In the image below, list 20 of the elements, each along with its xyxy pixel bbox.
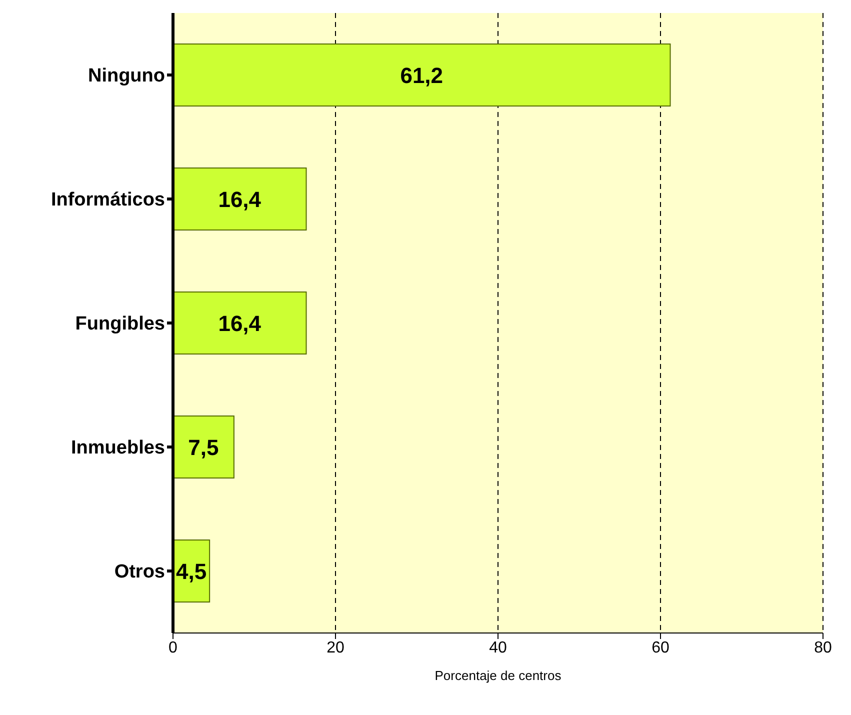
- y-tick-label: Inmuebles: [71, 438, 165, 459]
- x-axis-title: Porcentaje de centros: [434, 668, 562, 683]
- data-label: 7,5: [188, 434, 219, 460]
- x-tick-label: 40: [489, 639, 507, 656]
- bar: [173, 168, 307, 230]
- data-label: 16,4: [218, 310, 262, 336]
- y-tick-label: Informáticos: [50, 190, 165, 211]
- x-tick-label: 0: [168, 639, 178, 656]
- x-tick-label: 80: [814, 639, 832, 656]
- data-label: 16,4: [218, 186, 262, 212]
- data-label: 4,5: [176, 558, 207, 584]
- x-tick-label: 60: [652, 639, 670, 656]
- data-label: 61,2: [400, 62, 444, 88]
- x-tick-label: 20: [326, 639, 344, 656]
- bar: [173, 416, 234, 478]
- y-tick-label: Otros: [114, 562, 165, 583]
- bar: [173, 292, 307, 354]
- y-tick-label: Ninguno: [88, 66, 165, 87]
- y-tick-label: Fungibles: [75, 314, 165, 335]
- bar: [173, 44, 671, 106]
